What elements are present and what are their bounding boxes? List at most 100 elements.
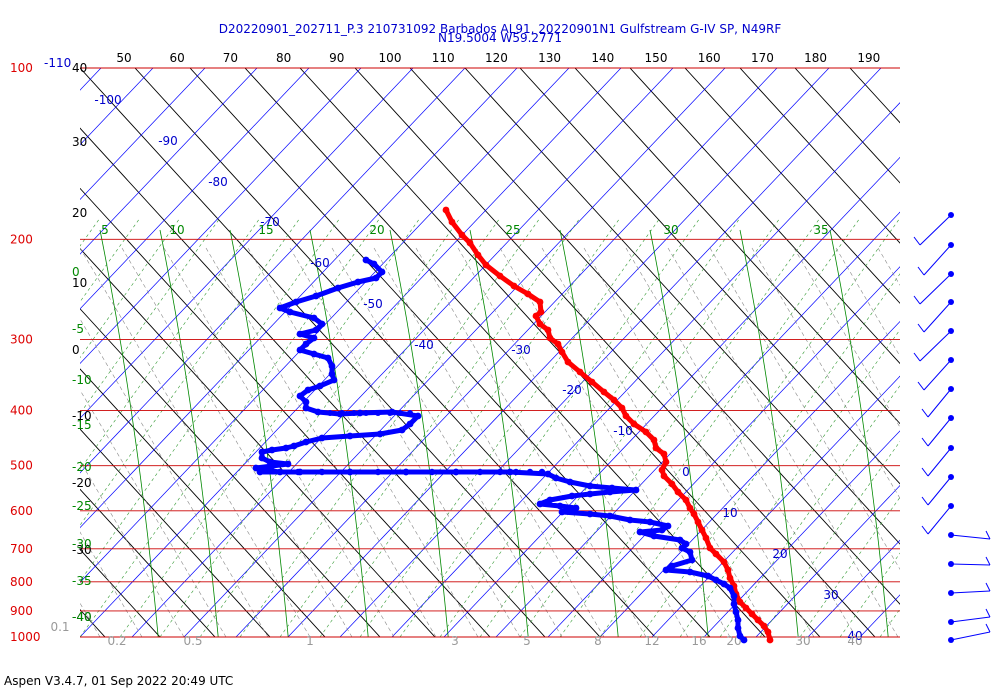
dewpoint_lower-point: [552, 474, 560, 482]
mixing-ratio-line: [159, 217, 461, 637]
temperature-point: [724, 566, 732, 574]
dewpoint-point: [302, 398, 310, 406]
left-height-label: -10: [72, 409, 92, 423]
dry-adiabat: [80, 127, 546, 637]
isotherm-label: -80: [208, 175, 228, 189]
dewpoint_lower-point: [662, 566, 670, 574]
wind-barb-staff: [950, 631, 991, 641]
adiabat-left-label: -40: [72, 610, 92, 624]
dewpoint_lower-point: [558, 508, 566, 516]
wind-barb-staff: [919, 214, 952, 246]
top-axis-label: 70: [223, 51, 238, 65]
mixing-ratio-label: 8: [594, 634, 602, 648]
wind-barb-flag: [921, 496, 929, 506]
isotherm-line: [80, 68, 466, 474]
top-axis-label: 170: [751, 51, 774, 65]
isotherm-line: [80, 68, 362, 365]
temperature-point: [558, 348, 566, 356]
dewpoint-point: [310, 334, 318, 342]
wind-barb: [917, 357, 954, 391]
dewpoint-point: [354, 278, 362, 286]
mixing-ratio-label: 3: [451, 634, 459, 648]
adiabat-left-label: -5: [72, 322, 84, 336]
dewpoint_lower-point: [730, 592, 738, 600]
pressure-label: 400: [10, 404, 33, 418]
dewpoint-point: [302, 438, 310, 446]
wind-barb-station: [948, 415, 954, 421]
dewpoint-dot: [428, 468, 436, 476]
dewpoint_lower-point: [586, 510, 594, 518]
dewpoint-point: [310, 314, 318, 322]
left-height-label: 20: [72, 206, 87, 220]
dewpoint_lower-point: [256, 468, 264, 476]
theta-e-line: [667, 247, 899, 637]
isotherm-label: 40: [847, 629, 862, 643]
temperature-point: [610, 396, 618, 404]
dewpoint_lower-point: [688, 556, 696, 564]
dewpoint_lower-point: [686, 548, 694, 556]
dewpoint-dot: [496, 468, 504, 476]
dewpoint-point: [258, 448, 266, 456]
isotherm-line: [703, 430, 900, 637]
wind-barb-staff: [919, 330, 952, 362]
sounding-profiles: [252, 206, 774, 644]
isotherm-label: 20: [772, 547, 787, 561]
adiabat-left-label: 0: [72, 265, 80, 279]
theta-e-line: [920, 248, 1000, 637]
dewpoint-dot: [538, 468, 546, 476]
theta-e-line: [499, 247, 731, 637]
wind-barb-flag: [921, 525, 929, 535]
mixing-ratio-line: [639, 273, 900, 637]
theta-e-line: [962, 248, 1000, 637]
wind-barb-staff: [950, 590, 991, 594]
mixing-ratio-line: [799, 496, 900, 637]
dewpoint-point: [268, 446, 276, 454]
theta-e-label: 30: [663, 223, 678, 237]
mixing-ratio-label: 0.1: [50, 620, 69, 634]
mixing-ratio-label: 5: [523, 634, 531, 648]
wind-barb-flag: [917, 381, 925, 391]
dewpoint-point: [258, 454, 266, 462]
profile-dewpoint_lower: [256, 468, 748, 644]
moist-adiabat: [469, 229, 529, 637]
temperature-point: [660, 472, 668, 480]
wind-barb-flag: [913, 352, 921, 362]
pressure-label: 600: [10, 504, 33, 518]
wind-barb-station: [948, 299, 954, 305]
dry-adiabat: [80, 307, 381, 637]
dewpoint-dot: [339, 410, 345, 416]
dewpoint_lower-point: [686, 568, 694, 576]
theta-e-label: 5: [101, 223, 109, 237]
top-axis-label: 130: [538, 51, 561, 65]
left-height-label: -20: [72, 476, 92, 490]
mixing-ratio-line: [519, 217, 821, 637]
temperature-point: [650, 436, 658, 444]
temperature-point: [764, 628, 772, 636]
isotherm-line: [131, 68, 674, 637]
top-axis-label: 150: [645, 51, 668, 65]
temperature-point: [760, 622, 768, 630]
isotherm-label: -90: [158, 134, 178, 148]
wind-barb-station: [948, 503, 954, 509]
temperature-point: [668, 480, 676, 488]
wind-barb-flag: [985, 608, 991, 618]
wind-barb: [948, 623, 991, 643]
theta-e-line: [709, 247, 900, 570]
dewpoint-point: [290, 442, 298, 450]
dewpoint_lower-line: [257, 469, 747, 643]
dewpoint-dot: [512, 468, 520, 476]
top-axis-label: 50: [116, 51, 131, 65]
temperature-point: [748, 610, 756, 618]
temperature-point: [448, 218, 456, 226]
moist-adiabat: [829, 229, 889, 637]
wind-barb: [921, 445, 954, 477]
dewpoint-point: [282, 444, 290, 452]
temperature-line: [443, 207, 773, 643]
isotherm-line: [651, 375, 900, 637]
dewpoint-point: [302, 340, 310, 348]
wind-barb: [921, 503, 954, 535]
adiabat-left-label: -10: [72, 373, 92, 387]
mixing-ratio-label: 12: [644, 634, 659, 648]
dewpoint-point: [296, 392, 304, 400]
